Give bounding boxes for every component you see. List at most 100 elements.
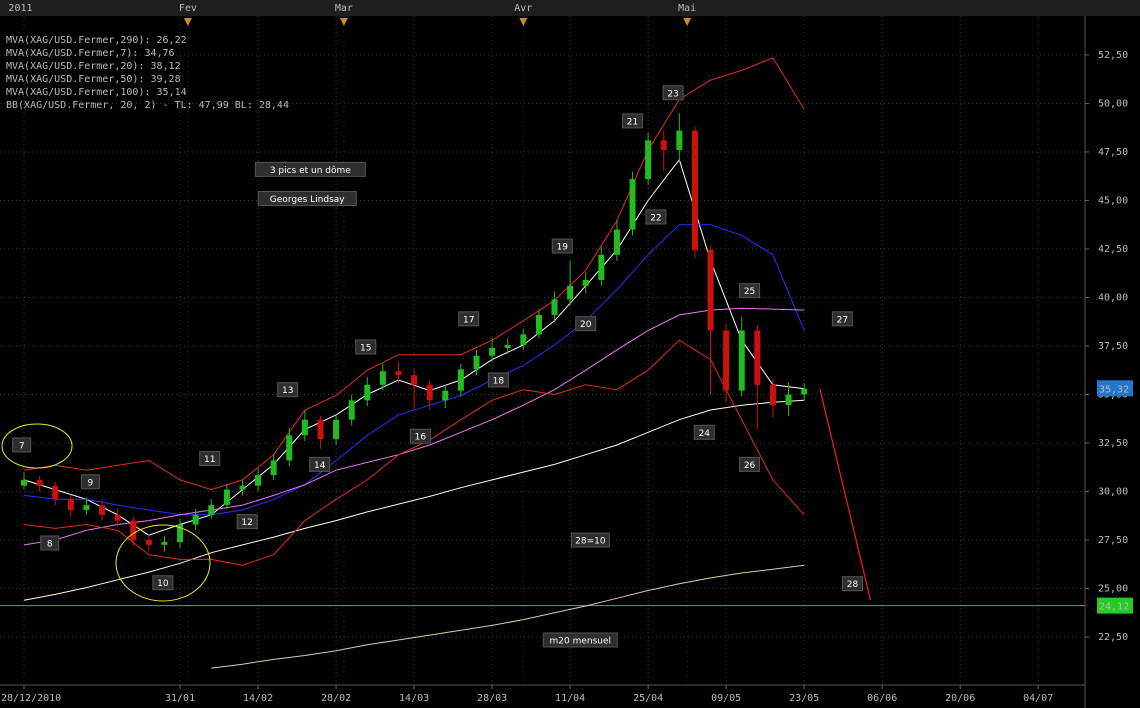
annotation-box (570, 532, 610, 548)
candle-body (286, 435, 293, 461)
y-tick-label: 50,00 (1098, 98, 1128, 109)
candle-body (707, 249, 714, 331)
candle-body (473, 355, 480, 370)
x-tick-label: 25/04 (633, 693, 663, 704)
y-tick-label: 25,00 (1098, 584, 1128, 595)
legend-entry: MVA(XAG/USD.Fermer,20): 38,12 (6, 61, 181, 72)
price-tag-label: 35,32 (1099, 384, 1129, 395)
annotation-box (739, 283, 761, 299)
month-marker (339, 18, 348, 26)
annotation-label: 26 (744, 461, 756, 471)
y-tick-label: 45,00 (1098, 195, 1128, 206)
candle-body (598, 254, 605, 281)
candle-body (504, 345, 511, 348)
candle-body (130, 520, 137, 541)
annotation-box (739, 456, 761, 472)
projection-line (819, 388, 872, 601)
annotation-label: 9 (87, 478, 93, 488)
annotation-label: 22 (650, 213, 661, 223)
band-line (23, 339, 805, 566)
candle-body (239, 485, 246, 490)
candle-body (192, 514, 199, 525)
candle-body (613, 229, 620, 255)
x-tick-label: 04/07 (1023, 693, 1053, 704)
series-line (211, 564, 805, 669)
month-marker (519, 18, 528, 26)
candle-body (645, 140, 652, 180)
legend-entry: MVA(XAG/USD.Fermer,50): 39,28 (6, 74, 181, 85)
annotation-box (254, 161, 366, 177)
x-tick-label: 28/02 (321, 693, 351, 704)
candle-body (270, 460, 277, 476)
y-tick-label: 52,50 (1098, 50, 1128, 61)
candle-body (457, 369, 464, 391)
annotation-box (277, 382, 299, 398)
annotation-label: 15 (360, 343, 371, 353)
price-tag (1097, 597, 1133, 614)
candle-body (411, 375, 418, 385)
annotation-label: 18 (493, 376, 505, 386)
annotation-box (575, 316, 597, 332)
x-tick-label: 14/02 (243, 693, 273, 704)
axes: 22,5025,0027,5030,0032,5035,0037,5040,00… (1, 3, 1133, 704)
annotation-label: 23 (667, 89, 678, 99)
y-tick-label: 42,50 (1098, 244, 1128, 255)
annotation-label: 25 (744, 287, 755, 297)
candle-body (52, 485, 59, 500)
y-tick-label: 47,50 (1098, 147, 1128, 158)
month-marker (183, 18, 192, 26)
y-tick-label: 30,00 (1098, 487, 1128, 498)
month-label: Mai (678, 3, 696, 14)
series-line (23, 399, 805, 601)
candle-body (551, 299, 558, 315)
annotation-label: 12 (241, 518, 252, 528)
month-label: Fev (179, 3, 197, 14)
grid (0, 16, 1085, 685)
annotations: 7 8 9 10 11 12 13 14 15 16 17 18 19 20 21 22 23 24 25 26 27 2… (12, 85, 864, 648)
candle-body (769, 384, 776, 406)
candle-body (364, 384, 371, 401)
annotation-box (551, 238, 573, 254)
candle-body (348, 400, 355, 420)
month-label: Mar (335, 3, 353, 14)
candle-body (754, 330, 761, 385)
annotation-label: 16 (415, 433, 427, 443)
annotation-box (40, 535, 60, 551)
candle-body (567, 285, 574, 300)
annotation-label: 17 (463, 315, 474, 325)
candle-body (629, 179, 636, 230)
y-tick-label: 27,50 (1098, 535, 1128, 546)
candle-body (520, 334, 527, 346)
x-tick-label: 31/01 (165, 693, 195, 704)
series-line (23, 307, 805, 546)
series-line (23, 224, 805, 516)
month-marker (683, 18, 692, 26)
annotation-box (842, 576, 864, 592)
candle-body (99, 505, 106, 515)
candle-body (582, 280, 589, 286)
y-tick-label: 22,50 (1098, 632, 1128, 643)
candle-body (442, 390, 449, 401)
candle-body (301, 419, 308, 436)
x-tick-label: 14/03 (399, 693, 429, 704)
candle-body (535, 314, 542, 335)
annotation-box (152, 575, 174, 591)
candle-body (161, 541, 168, 545)
candle-body (255, 475, 262, 486)
highlight-ellipse (1, 423, 73, 469)
candle-body (785, 394, 792, 406)
price-tag (1097, 380, 1133, 397)
candle-body (177, 524, 184, 542)
top-band (0, 0, 1140, 16)
candle-body (208, 505, 215, 515)
x-tick-label: 23/05 (789, 693, 819, 704)
legend-entry: BB(XAG/USD.Fermer, 20, 2) - TL: 47,99 BL… (6, 100, 289, 111)
annotation-label: 3 pics et un dôme (270, 165, 351, 176)
annotation-box (487, 372, 509, 388)
candle-body (67, 499, 74, 510)
annotation-box (236, 514, 258, 530)
x-tick-label: 28/12/2010 (1, 693, 61, 704)
annotation-box (831, 311, 853, 327)
